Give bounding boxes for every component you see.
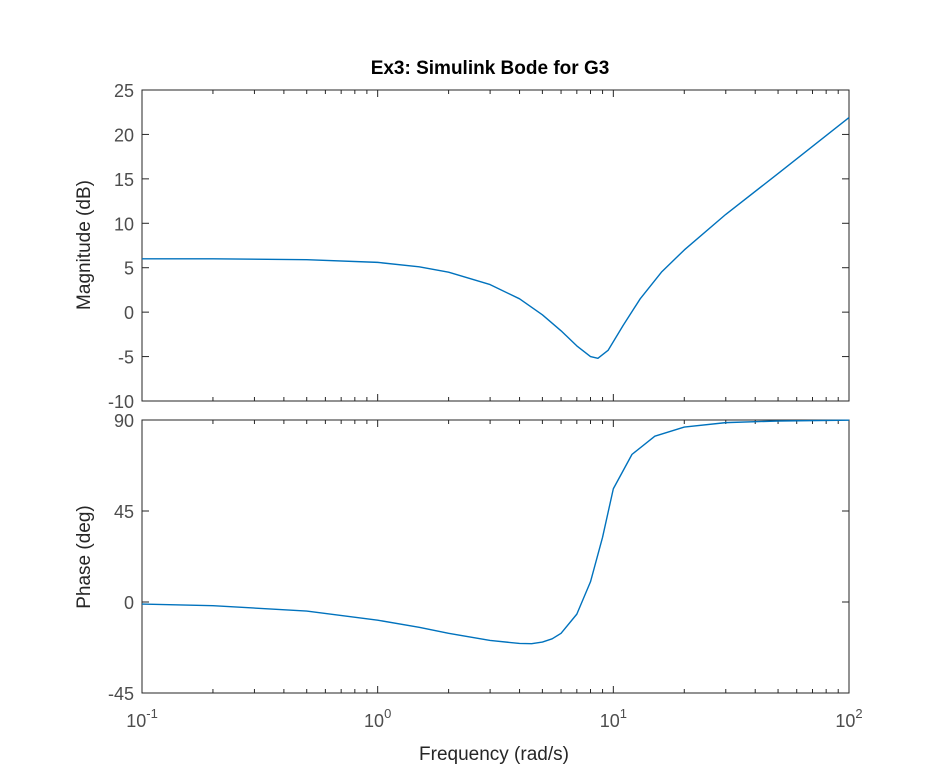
magnitude-y-tick-labels: 25 20 15 10 5 0 -5 -10 [108, 81, 134, 412]
magnitude-y-tick-label: 25 [114, 81, 134, 101]
phase-y-tick-label: 45 [114, 502, 134, 522]
phase-x-tick-labels: 10-1 100 101 102 [126, 706, 862, 731]
phase-series-line [141, 419, 850, 645]
phase-axes: 90 45 0 -45 10-1 100 101 102 Phase (deg) [74, 411, 863, 731]
magnitude-y-tick-label: 0 [124, 303, 134, 323]
x-tick-label: 100 [364, 706, 391, 731]
phase-y-tick-labels: 90 45 0 -45 [108, 411, 134, 704]
phase-plot-frame [141, 419, 850, 694]
x-tick-label: 101 [600, 706, 627, 731]
magnitude-tick-marks [141, 89, 850, 402]
x-axis-label: Frequency (rad/s) [419, 744, 569, 765]
magnitude-plot-frame [141, 89, 850, 402]
chart-title: Ex3: Simulink Bode for G3 [371, 58, 610, 79]
phase-y-tick-label: 0 [124, 593, 134, 613]
magnitude-y-tick-label: 15 [114, 170, 134, 190]
magnitude-y-axis-label: Magnitude (dB) [74, 180, 95, 310]
phase-y-tick-label: 90 [114, 411, 134, 431]
x-tick-label: 10-1 [126, 706, 158, 731]
magnitude-y-tick-label: 10 [114, 214, 134, 234]
phase-y-tick-label: -45 [108, 684, 134, 704]
magnitude-y-tick-label: -5 [118, 348, 134, 368]
phase-y-axis-label: Phase (deg) [74, 505, 95, 609]
magnitude-y-tick-label: 20 [114, 125, 134, 145]
phase-tick-marks [141, 419, 850, 694]
magnitude-y-tick-label: 5 [124, 259, 134, 279]
x-tick-label: 102 [835, 706, 862, 731]
magnitude-y-tick-label: -10 [108, 392, 134, 412]
magnitude-axes: 25 20 15 10 5 0 -5 -10 Magnitude (dB) [74, 81, 850, 412]
magnitude-series-line [142, 117, 850, 360]
